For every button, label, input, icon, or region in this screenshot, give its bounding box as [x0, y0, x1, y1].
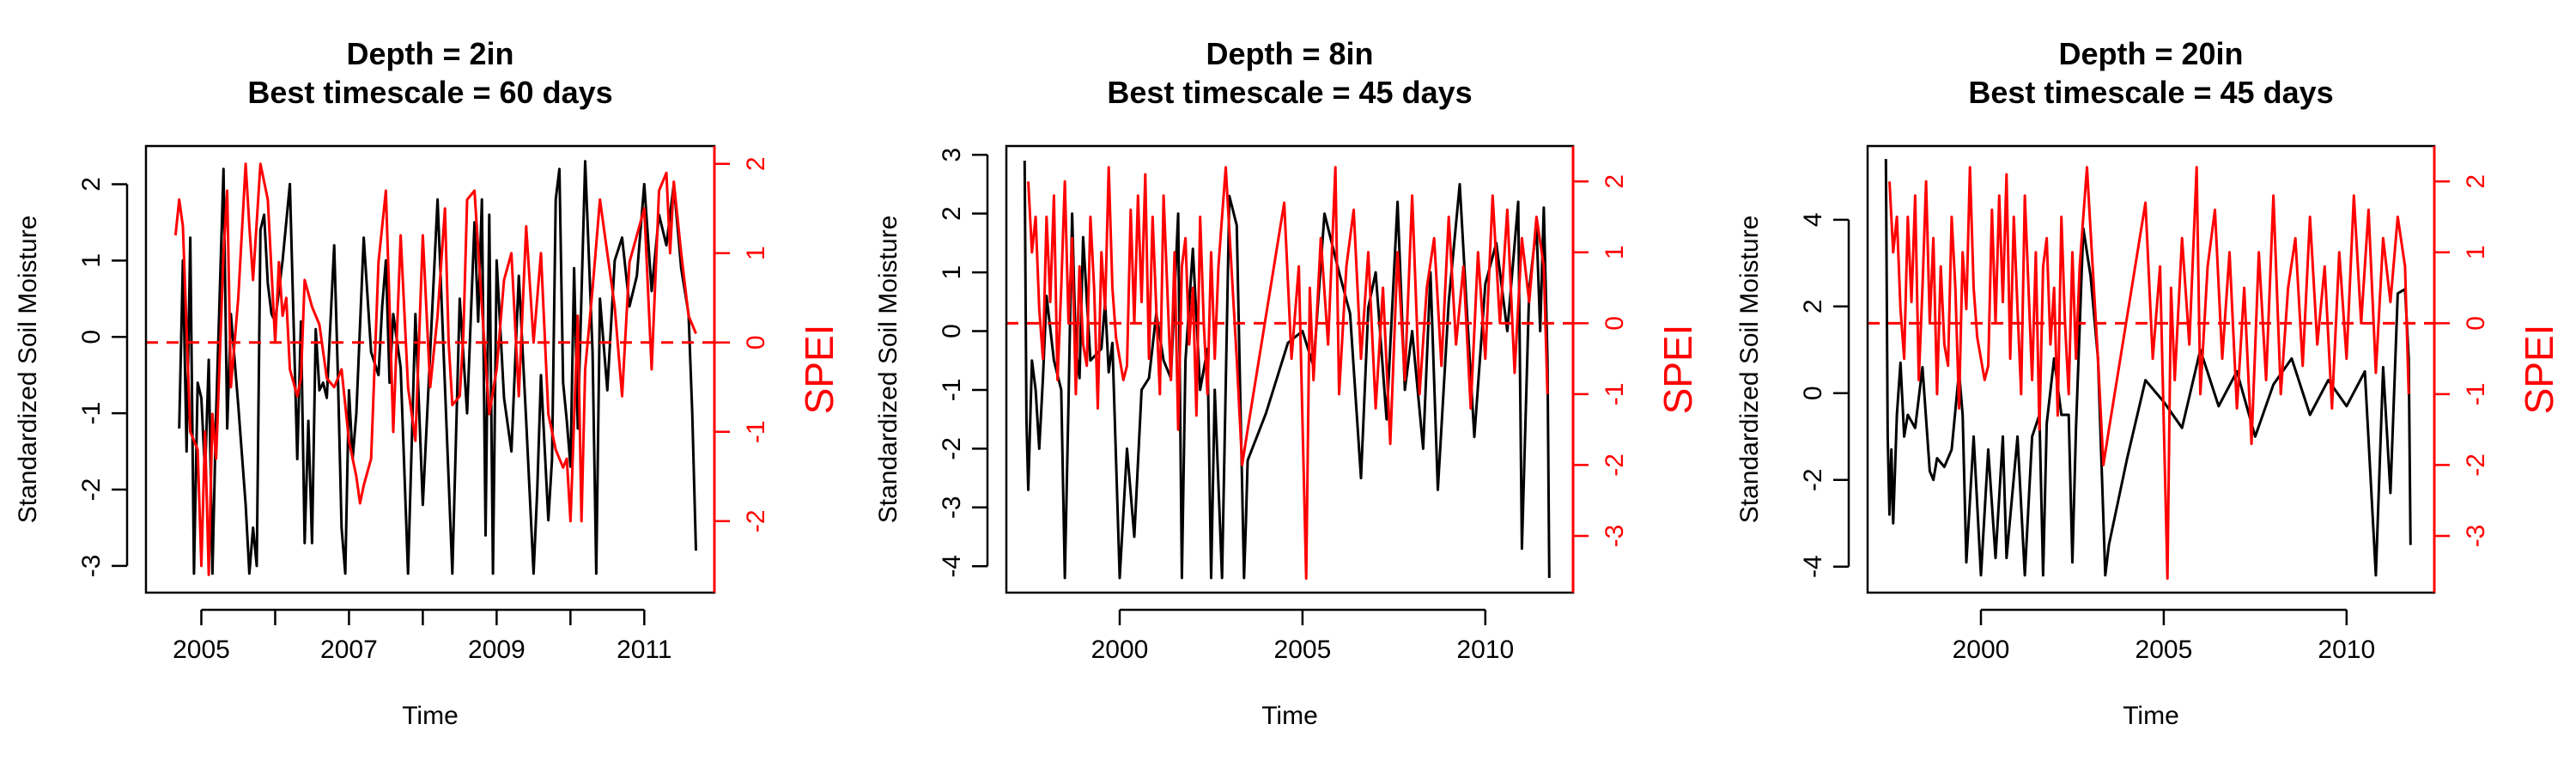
y-left-tick-label: 0	[938, 324, 966, 338]
y-left-tick-label: 2	[1799, 299, 1827, 313]
y-left-tick-label: 3	[938, 148, 966, 162]
y-right-tick-label: 0	[1601, 316, 1629, 331]
y-left-tick-label: -4	[938, 555, 966, 578]
y-left-tick-label: 2	[938, 206, 966, 221]
y-left-tick-label: 0	[1799, 386, 1827, 400]
x-tick-label: 2005	[2136, 636, 2193, 664]
y-left-tick-label: 1	[77, 253, 106, 268]
y-axis-right-label: SPEI	[2517, 325, 2561, 415]
chart-title-line2: Best timescale = 60 days	[247, 75, 612, 110]
y-right-tick-label: -1	[742, 420, 770, 443]
x-axis-label: Time	[2123, 702, 2179, 730]
x-tick-label: 2011	[617, 636, 672, 664]
y-axis-left-label: Standardized Soil Moisture	[14, 216, 42, 524]
plot-frame	[1005, 144, 1575, 594]
spei-series-line	[173, 162, 697, 576]
spei-series-line	[1888, 166, 2410, 580]
x-tick-label: 2007	[320, 636, 378, 664]
y-left-tick-label: -3	[77, 555, 106, 578]
chart-panel-1: Depth = 2in Best timescale = 60 days 2005 2…	[14, 36, 841, 730]
y-right-tick-label: -1	[1601, 383, 1629, 406]
y-left-tick-label: -4	[1799, 555, 1827, 578]
y-left-tick-label: 0	[77, 330, 106, 344]
chart-title-line1: Depth = 2in	[346, 36, 513, 71]
y-right-tick-label: 0	[2462, 316, 2490, 331]
x-tick-label: 2005	[173, 636, 230, 664]
y-right-tick-label: -2	[1601, 453, 1629, 477]
spei-series-line	[1027, 166, 1549, 580]
y-axis-right-label: SPEI	[797, 325, 841, 415]
chart-panel-2: Depth = 8in Best timescale = 45 days 2000 2…	[874, 36, 1700, 730]
y-right-tick-label: 0	[742, 335, 770, 350]
y-left-tick-label: 4	[1799, 212, 1827, 227]
y-right-tick-label: -2	[2462, 453, 2490, 477]
y-right-tick-label: -2	[742, 509, 770, 533]
x-tick-label: 2005	[1274, 636, 1332, 664]
x-tick-label: 2000	[1091, 636, 1149, 664]
y-left-tick-label: 1	[938, 265, 966, 280]
y-right-tick-label: 1	[2462, 245, 2490, 259]
x-tick-label: 2009	[468, 636, 526, 664]
y-right-tick-label: -1	[2462, 383, 2490, 406]
plot-frame	[1866, 144, 2436, 594]
x-axis-label: Time	[402, 702, 459, 730]
y-left-tick-label: -2	[1799, 468, 1827, 491]
y-right-tick-label: 2	[742, 156, 770, 171]
y-right-tick-label: -3	[1601, 525, 1629, 548]
chart-panel-3: Depth = 20in Best timescale = 45 days 2000…	[1735, 36, 2561, 730]
y-axis-left-label: Standardized Soil Moisture	[1735, 216, 1764, 524]
chart-title-line2: Best timescale = 45 days	[1107, 75, 1472, 110]
soil-moisture-series-line	[1884, 159, 2412, 577]
y-right-tick-label: 2	[1601, 174, 1629, 189]
chart-title-line1: Depth = 8in	[1206, 36, 1373, 71]
y-left-tick-label: -1	[938, 379, 966, 402]
y-axis-left-label: Standardized Soil Moisture	[874, 216, 902, 524]
y-axis-right-label: SPEI	[1656, 325, 1700, 415]
y-right-tick-label: 1	[1601, 245, 1629, 259]
y-left-tick-label: -2	[938, 437, 966, 460]
soil-moisture-series-line	[1023, 161, 1551, 580]
y-right-tick-label: 1	[742, 246, 770, 260]
y-left-tick-label: -2	[77, 478, 106, 502]
x-tick-label: 2000	[1953, 636, 2010, 664]
x-tick-label: 2010	[1456, 636, 1514, 664]
x-axis-label: Time	[1261, 702, 1318, 730]
chart-title-line1: Depth = 20in	[2058, 36, 2243, 71]
x-tick-label: 2010	[2318, 636, 2375, 664]
y-left-tick-label: -3	[938, 496, 966, 519]
y-right-tick-label: 2	[2462, 174, 2490, 189]
y-left-tick-label: 2	[77, 177, 106, 192]
y-left-tick-label: -1	[77, 402, 106, 425]
y-right-tick-label: -3	[2462, 525, 2490, 548]
chart-title-line2: Best timescale = 45 days	[1968, 75, 2333, 110]
